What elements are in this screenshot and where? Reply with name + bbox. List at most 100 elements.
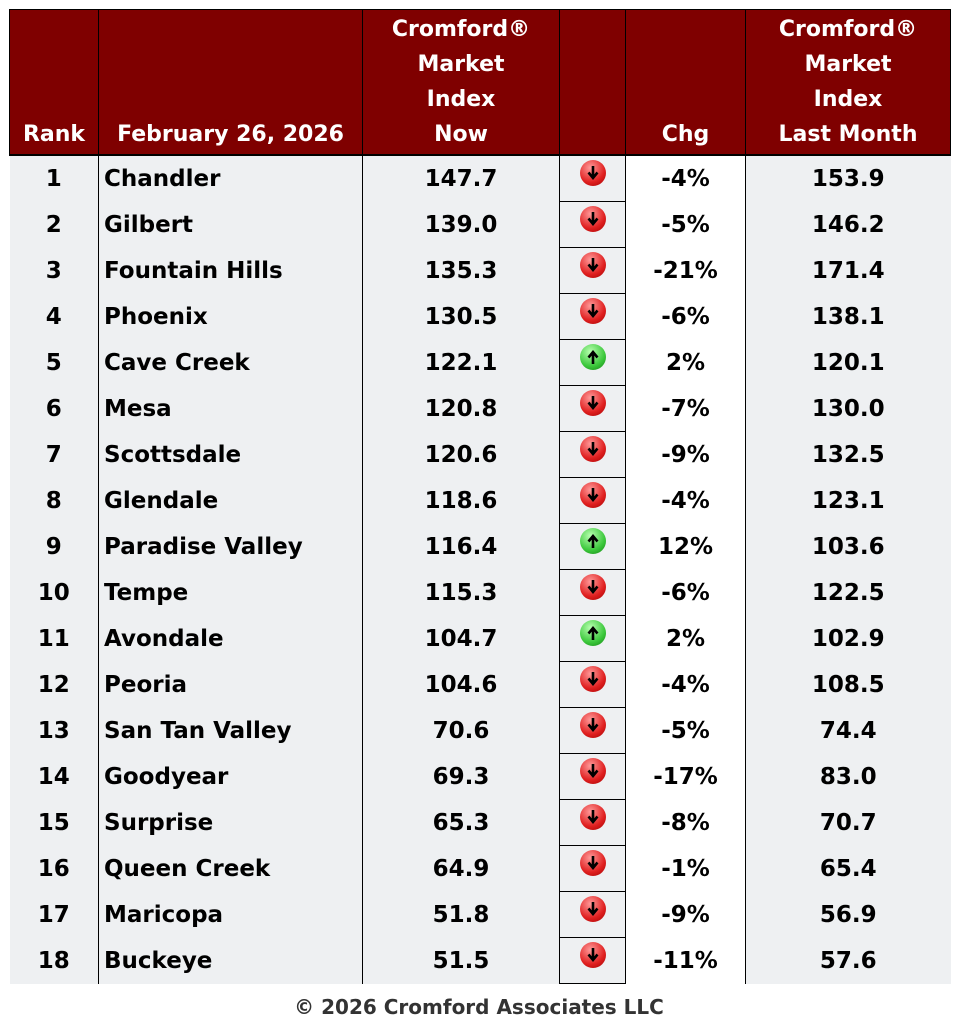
city-cell: Chandler (98, 155, 363, 202)
table-row: 12 Peoria 104.6 -4% 108.5 (9, 661, 951, 708)
city-cell: Phoenix (98, 293, 363, 340)
index-now-cell: 120.6 (362, 431, 560, 478)
city-cell: Buckeye (98, 937, 363, 984)
header-chg: Chg (625, 9, 746, 156)
table-wrapper: Rank February 26, 2026 Cromford® Market … (9, 9, 951, 984)
index-now-cell: 104.6 (362, 661, 560, 708)
change-cell: -9% (625, 891, 746, 938)
trend-cell (559, 707, 626, 754)
city-cell: San Tan Valley (98, 707, 363, 754)
city-cell: Paradise Valley (98, 523, 363, 570)
index-last-month-cell: 146.2 (745, 201, 951, 248)
trend-cell (559, 293, 626, 340)
index-now-cell: 64.9 (362, 845, 560, 892)
rank-cell: 8 (9, 477, 99, 524)
trend-cell (559, 615, 626, 662)
header-line: Index (813, 87, 883, 112)
index-last-month-cell: 122.5 (745, 569, 951, 616)
header-line: Now (434, 122, 488, 147)
city-cell: Peoria (98, 661, 363, 708)
change-cell: -7% (625, 385, 746, 432)
city-cell: Mesa (98, 385, 363, 432)
header-line: Market (804, 52, 892, 77)
arrow-down-icon (579, 758, 606, 784)
table-row: 7 Scottsdale 120.6 -9% 132.5 (9, 431, 951, 478)
header-index-last-month: Cromford® Market Index Last Month (745, 9, 951, 156)
change-cell: -9% (625, 431, 746, 478)
table-row: 6 Mesa 120.8 -7% 130.0 (9, 385, 951, 432)
rank-cell: 16 (9, 845, 99, 892)
table-row: 9 Paradise Valley 116.4 12% 103.6 (9, 523, 951, 570)
city-cell: Maricopa (98, 891, 363, 938)
table-row: 13 San Tan Valley 70.6 -5% 74.4 (9, 707, 951, 754)
rank-cell: 10 (9, 569, 99, 616)
city-cell: Avondale (98, 615, 363, 662)
index-last-month-cell: 171.4 (745, 247, 951, 294)
rank-cell: 17 (9, 891, 99, 938)
market-index-table: Rank February 26, 2026 Cromford® Market … (9, 9, 951, 984)
index-now-cell: 51.5 (362, 937, 560, 984)
index-now-cell: 122.1 (362, 339, 560, 386)
arrow-down-icon (579, 804, 606, 830)
index-last-month-cell: 56.9 (745, 891, 951, 938)
arrow-down-icon (579, 666, 606, 692)
arrow-up-icon (579, 620, 606, 646)
city-cell: Surprise (98, 799, 363, 846)
change-cell: -17% (625, 753, 746, 800)
header-row: Rank February 26, 2026 Cromford® Market … (9, 9, 951, 156)
rank-cell: 3 (9, 247, 99, 294)
arrow-up-icon (579, 528, 606, 554)
city-cell: Scottsdale (98, 431, 363, 478)
rank-cell: 1 (9, 155, 99, 202)
rank-cell: 2 (9, 201, 99, 248)
trend-cell (559, 477, 626, 524)
change-cell: -6% (625, 293, 746, 340)
index-now-cell: 130.5 (362, 293, 560, 340)
table-row: 14 Goodyear 69.3 -17% 83.0 (9, 753, 951, 800)
rank-cell: 7 (9, 431, 99, 478)
index-now-cell: 139.0 (362, 201, 560, 248)
copyright-footer: © 2026 Cromford Associates LLC (294, 995, 664, 1019)
trend-cell (559, 891, 626, 938)
table-row: 16 Queen Creek 64.9 -1% 65.4 (9, 845, 951, 892)
trend-cell (559, 569, 626, 616)
city-cell: Tempe (98, 569, 363, 616)
table-row: 4 Phoenix 130.5 -6% 138.1 (9, 293, 951, 340)
index-now-cell: 51.8 (362, 891, 560, 938)
change-cell: 12% (625, 523, 746, 570)
header-line: Cromford® (391, 17, 531, 42)
change-cell: -21% (625, 247, 746, 294)
trend-cell (559, 247, 626, 294)
change-cell: -4% (625, 661, 746, 708)
trend-cell (559, 937, 626, 984)
table-row: 15 Surprise 65.3 -8% 70.7 (9, 799, 951, 846)
header-rank: Rank (9, 9, 99, 156)
change-cell: -5% (625, 201, 746, 248)
change-cell: 2% (625, 615, 746, 662)
city-cell: Goodyear (98, 753, 363, 800)
change-cell: 2% (625, 339, 746, 386)
index-now-cell: 147.7 (362, 155, 560, 202)
rank-cell: 14 (9, 753, 99, 800)
index-last-month-cell: 130.0 (745, 385, 951, 432)
change-cell: -6% (625, 569, 746, 616)
arrow-down-icon (579, 712, 606, 738)
arrow-up-icon (579, 344, 606, 370)
arrow-down-icon (579, 252, 606, 278)
change-cell: -5% (625, 707, 746, 754)
index-last-month-cell: 102.9 (745, 615, 951, 662)
change-cell: -11% (625, 937, 746, 984)
index-last-month-cell: 103.6 (745, 523, 951, 570)
trend-cell (559, 845, 626, 892)
rank-cell: 12 (9, 661, 99, 708)
arrow-down-icon (579, 850, 606, 876)
table-row: 5 Cave Creek 122.1 2% 120.1 (9, 339, 951, 386)
trend-cell (559, 523, 626, 570)
change-cell: -4% (625, 477, 746, 524)
rank-cell: 5 (9, 339, 99, 386)
trend-cell (559, 385, 626, 432)
index-last-month-cell: 57.6 (745, 937, 951, 984)
rank-cell: 9 (9, 523, 99, 570)
index-last-month-cell: 120.1 (745, 339, 951, 386)
change-cell: -8% (625, 799, 746, 846)
